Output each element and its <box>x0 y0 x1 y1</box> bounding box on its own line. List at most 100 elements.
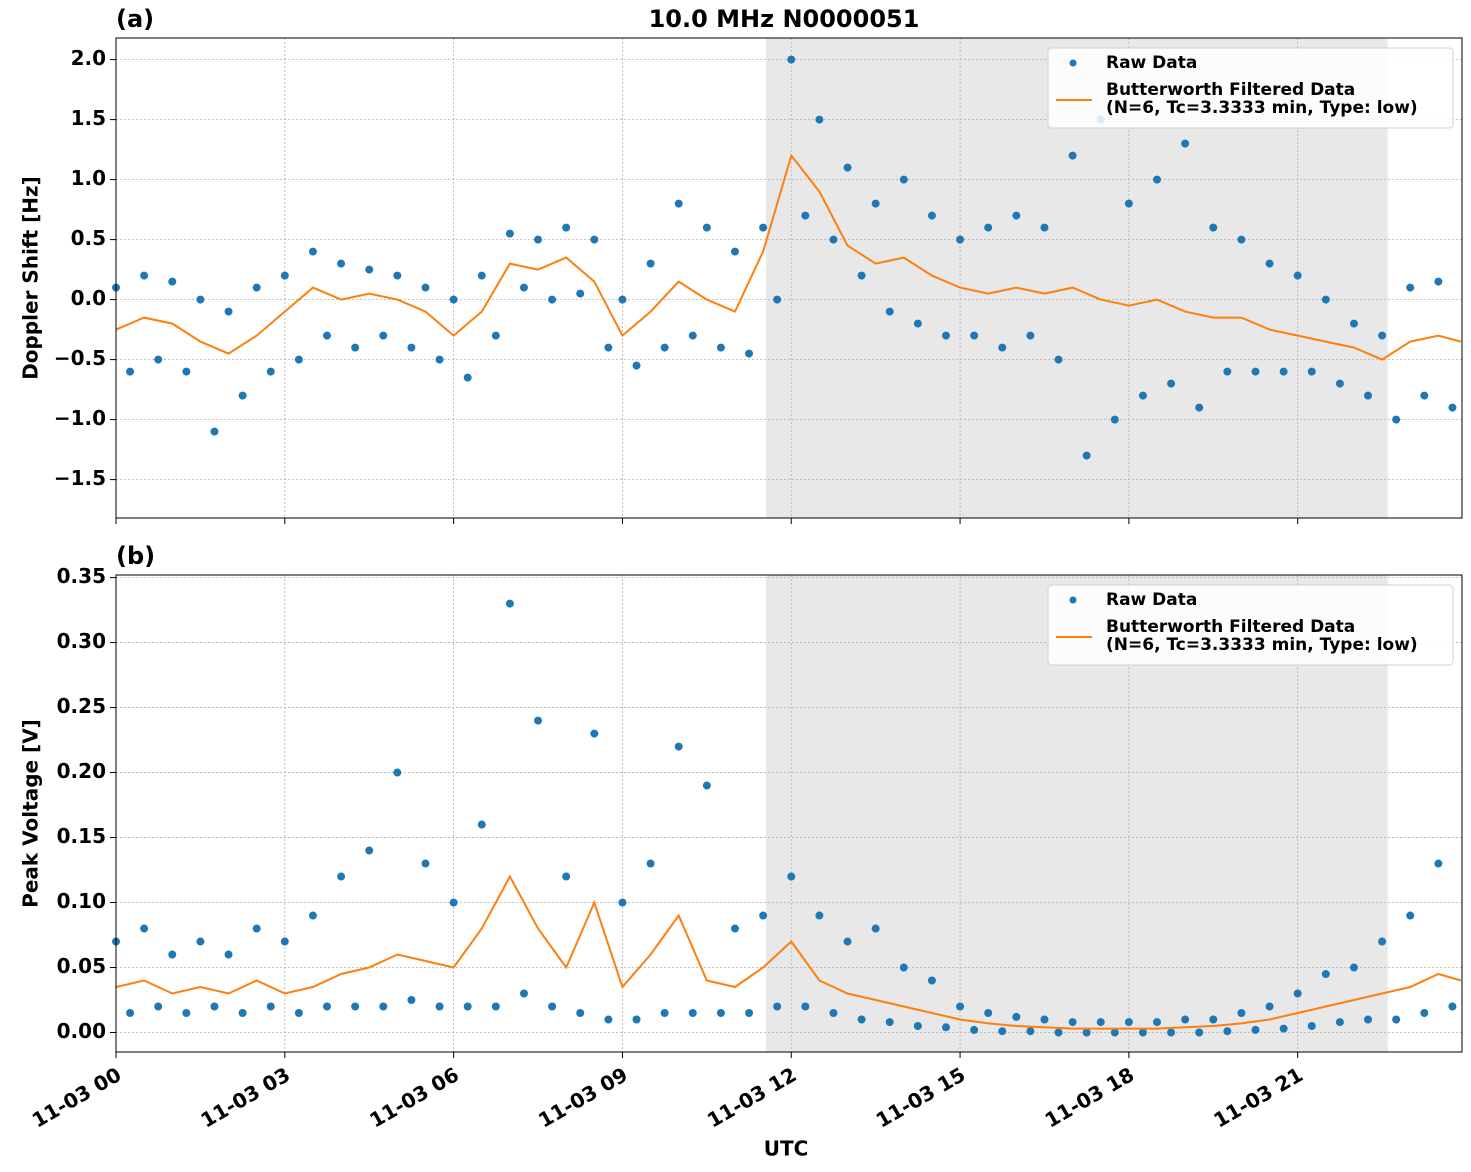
x-tick-label: 11-03 15 <box>872 1062 970 1132</box>
raw-point <box>1209 1015 1218 1024</box>
y-tick-label: 0.30 <box>57 629 106 653</box>
legend-box <box>1047 584 1454 666</box>
raw-point <box>688 1009 697 1018</box>
raw-point <box>1378 937 1387 946</box>
x-tick-label: 11-03 12 <box>703 1062 801 1132</box>
raw-point <box>463 1002 472 1011</box>
legend-box <box>1047 47 1454 129</box>
raw-point <box>730 247 739 256</box>
raw-point <box>1153 1018 1162 1027</box>
raw-point <box>1307 367 1316 376</box>
legend-label: Raw Data <box>1106 590 1197 610</box>
raw-point <box>280 271 289 280</box>
raw-point <box>238 391 247 400</box>
raw-point <box>1321 295 1330 304</box>
raw-point <box>1349 319 1358 328</box>
y-tick-label: 0.25 <box>57 694 106 718</box>
raw-point <box>1448 1002 1457 1011</box>
raw-point <box>660 343 669 352</box>
raw-point <box>1012 211 1021 220</box>
raw-point <box>1040 223 1049 232</box>
raw-point <box>646 259 655 268</box>
raw-point <box>1448 403 1457 412</box>
filtered-line <box>115 874 1462 1030</box>
raw-point <box>562 872 571 881</box>
y-tick-label: 0.0 <box>71 286 106 310</box>
raw-point <box>168 277 177 286</box>
raw-point <box>1167 1028 1176 1037</box>
raw-point <box>182 1009 191 1018</box>
raw-point <box>435 1002 444 1011</box>
y-axis-label: Doppler Shift [Hz] <box>19 176 43 380</box>
raw-point <box>379 331 388 340</box>
y-tick-label: 0.15 <box>57 824 106 848</box>
raw-point <box>998 343 1007 352</box>
raw-point <box>941 331 950 340</box>
raw-point <box>984 223 993 232</box>
y-tick-label: 0.35 <box>57 564 106 588</box>
x-tick-label: 11-03 18 <box>1041 1062 1139 1132</box>
raw-point <box>154 355 163 364</box>
raw-point <box>604 343 613 352</box>
panel-label: (a) <box>116 5 154 33</box>
raw-point <box>449 898 458 907</box>
raw-point <box>899 175 908 184</box>
x-tick-label: 11-03 00 <box>28 1062 126 1132</box>
raw-point <box>998 1027 1007 1036</box>
raw-point <box>871 924 880 933</box>
raw-point <box>1124 199 1133 208</box>
raw-point <box>1392 415 1401 424</box>
raw-point <box>505 599 514 608</box>
raw-point <box>534 716 543 725</box>
raw-point <box>1096 1018 1105 1027</box>
raw-point <box>140 924 149 933</box>
raw-point <box>970 1025 979 1034</box>
panel: −1.5 −1.0 −0.5 0.0 0.5 1.0 1.5 2.0 10.0 MHz N000… <box>19 5 1463 524</box>
raw-point <box>562 223 571 232</box>
panel: 11-03 00 11-03 03 11-03 06 11-03 09 11-03 12… <box>19 542 1463 1161</box>
raw-point <box>1237 235 1246 244</box>
raw-point <box>210 427 219 436</box>
raw-point <box>857 271 866 280</box>
raw-point <box>1434 859 1443 868</box>
y-tick-label: 1.5 <box>71 106 106 130</box>
y-tick-label: 0.10 <box>57 889 106 913</box>
legend-label: Raw Data <box>1106 53 1197 73</box>
raw-point <box>590 235 599 244</box>
raw-point <box>646 859 655 868</box>
raw-point <box>337 872 346 881</box>
raw-point <box>674 199 683 208</box>
raw-point <box>899 963 908 972</box>
raw-point <box>337 259 346 268</box>
y-tick-label: −1.5 <box>54 466 106 490</box>
raw-point <box>365 265 374 274</box>
y-tick-label: 2.0 <box>71 46 106 70</box>
raw-point <box>702 223 711 232</box>
raw-point <box>759 911 768 920</box>
y-tick-label: 0.5 <box>71 226 106 250</box>
raw-point <box>632 361 641 370</box>
raw-point <box>210 1002 219 1011</box>
raw-point <box>1434 277 1443 286</box>
legend-label: Butterworth Filtered Data (N=6, Tc=3.3333… <box>1106 617 1418 655</box>
panel-label: (b) <box>116 542 155 570</box>
raw-point <box>829 235 838 244</box>
raw-point <box>266 1002 275 1011</box>
raw-point <box>618 295 627 304</box>
raw-point <box>1181 1015 1190 1024</box>
raw-point <box>463 373 472 382</box>
raw-point <box>154 1002 163 1011</box>
raw-point <box>1420 1009 1429 1018</box>
raw-point <box>1293 271 1302 280</box>
raw-point <box>984 1009 993 1018</box>
raw-point <box>1026 1027 1035 1036</box>
raw-point <box>1420 391 1429 400</box>
raw-point <box>351 1002 360 1011</box>
raw-point <box>1251 367 1260 376</box>
raw-point <box>182 367 191 376</box>
raw-point <box>913 319 922 328</box>
legend-label: Butterworth Filtered Data (N=6, Tc=3.3333… <box>1106 80 1418 118</box>
raw-point <box>1124 1018 1133 1027</box>
raw-point <box>913 1022 922 1031</box>
raw-point <box>477 820 486 829</box>
